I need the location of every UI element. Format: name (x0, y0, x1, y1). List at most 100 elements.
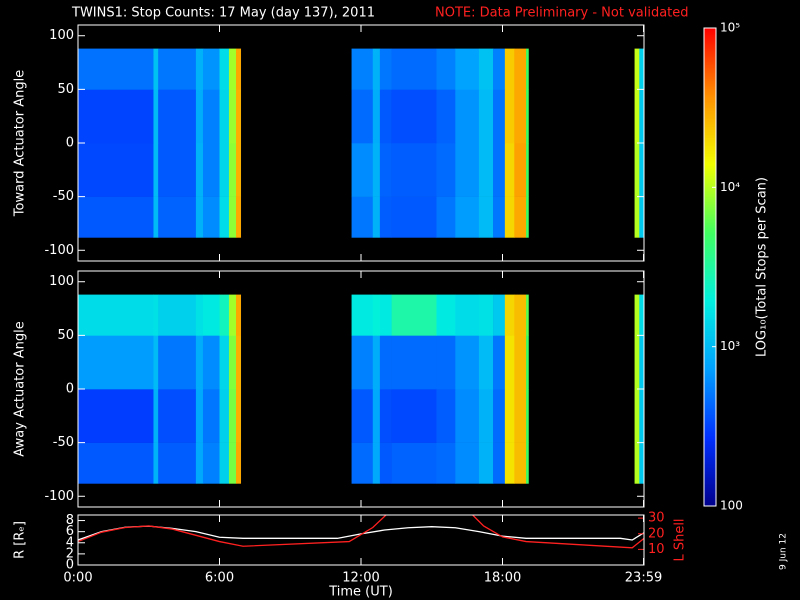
heat-cell (455, 335, 480, 390)
heat-cell (493, 89, 506, 144)
heat-cell (228, 143, 237, 197)
colorbar-label: LOG₁₀(Total Stops per Scan) (755, 177, 770, 357)
x-tick-label: 12:00 (342, 571, 379, 586)
heat-cell (436, 48, 456, 90)
heat-cell (379, 442, 392, 484)
heat-cell (195, 389, 204, 443)
heat-cell (153, 48, 159, 90)
y-tick-label: -50 (53, 435, 74, 450)
heat-cell (351, 143, 374, 197)
heat-cell (219, 48, 230, 90)
heat-cell (78, 389, 154, 443)
heat-cell (493, 48, 506, 90)
y-tick-label: 8 (66, 513, 74, 528)
heat-cell (455, 442, 480, 484)
heat-cell (639, 389, 645, 443)
heat-cell (379, 389, 392, 443)
heat-cell (372, 335, 381, 390)
heat-cell (514, 335, 527, 390)
heat-cell (478, 442, 494, 484)
heat-cell (436, 143, 456, 197)
heat-cell (455, 89, 480, 144)
heat-cell (202, 389, 220, 443)
heat-cell (455, 389, 480, 443)
y-axis-label: Toward Actuator Angle (13, 70, 28, 217)
heat-cell (634, 335, 640, 390)
heat-cell (436, 335, 456, 390)
heat-cell (153, 389, 159, 443)
heat-cell (78, 196, 154, 238)
heat-cell (478, 89, 494, 144)
heat-cell (379, 89, 392, 144)
heat-cell (195, 442, 204, 484)
heat-cell (504, 442, 515, 484)
heat-cell (236, 143, 242, 197)
colorbar-tick-label: 10⁴ (720, 180, 740, 194)
note: NOTE: Data Preliminary - Not validated (435, 6, 689, 21)
y-tick-label: 100 (49, 28, 74, 43)
heat-cell (228, 389, 237, 443)
heat-cell (236, 48, 242, 90)
heat-cell (158, 294, 197, 336)
heat-cell (195, 89, 204, 144)
heat-cell (351, 196, 374, 238)
heat-cell (634, 389, 640, 443)
heat-cell (78, 294, 154, 336)
panel-frame (77, 514, 645, 566)
heat-cell (219, 89, 230, 144)
heat-cell (219, 196, 230, 238)
heat-cell (478, 335, 494, 390)
x-tick-label: 18:00 (484, 571, 521, 586)
heat-cell (78, 335, 154, 390)
heat-cell (219, 143, 230, 197)
y-tick-label: 0 (66, 136, 74, 151)
heat-cell (228, 294, 237, 336)
heat-cell (351, 389, 374, 443)
heat-cell (236, 442, 242, 484)
heat-cell (504, 335, 515, 390)
heat-cell (514, 196, 527, 238)
heat-cell (639, 143, 645, 197)
heat-cell (639, 89, 645, 144)
chart-title: TWINS1: Stop Counts: 17 May (day 137), 2… (71, 6, 375, 21)
heat-cell (228, 196, 237, 238)
heat-cell (526, 48, 529, 90)
heat-cell (351, 335, 374, 390)
heat-cell (526, 89, 529, 144)
y2-tick-label: 10 (648, 542, 665, 557)
heat-cell (526, 196, 529, 238)
x-axis-label: Time (UT) (328, 585, 393, 600)
heat-cell (202, 294, 220, 336)
heat-cell (379, 294, 392, 336)
colorbar-tick-label: 100 (720, 499, 743, 513)
y2-axis-label: L Shell (673, 518, 688, 561)
heat-cell (639, 294, 645, 336)
heat-cell (158, 143, 197, 197)
heat-cell (202, 143, 220, 197)
y-tick-label: 50 (57, 82, 74, 97)
heat-cell (78, 442, 154, 484)
heat-cell (236, 335, 242, 390)
heat-cell (478, 294, 494, 336)
heat-cell (526, 389, 529, 443)
y-tick-label: -100 (44, 243, 74, 258)
heat-cell (158, 196, 197, 238)
y-tick-label: -100 (44, 489, 74, 504)
heat-cell (391, 89, 437, 144)
heat-cell (436, 89, 456, 144)
heat-cell (514, 143, 527, 197)
colorbar-tick-label: 10³ (720, 339, 740, 353)
heat-cell (514, 442, 527, 484)
heat-cell (228, 48, 237, 90)
heat-cell (478, 196, 494, 238)
heat-cell (634, 48, 640, 90)
heat-cell (526, 143, 529, 197)
heat-cell (236, 89, 242, 144)
heat-cell (228, 442, 237, 484)
heat-cell (236, 196, 242, 238)
y-tick-label: 50 (57, 328, 74, 343)
heat-cell (202, 442, 220, 484)
heat-cell (504, 294, 515, 336)
heat-cell (436, 389, 456, 443)
heat-cell (158, 389, 197, 443)
